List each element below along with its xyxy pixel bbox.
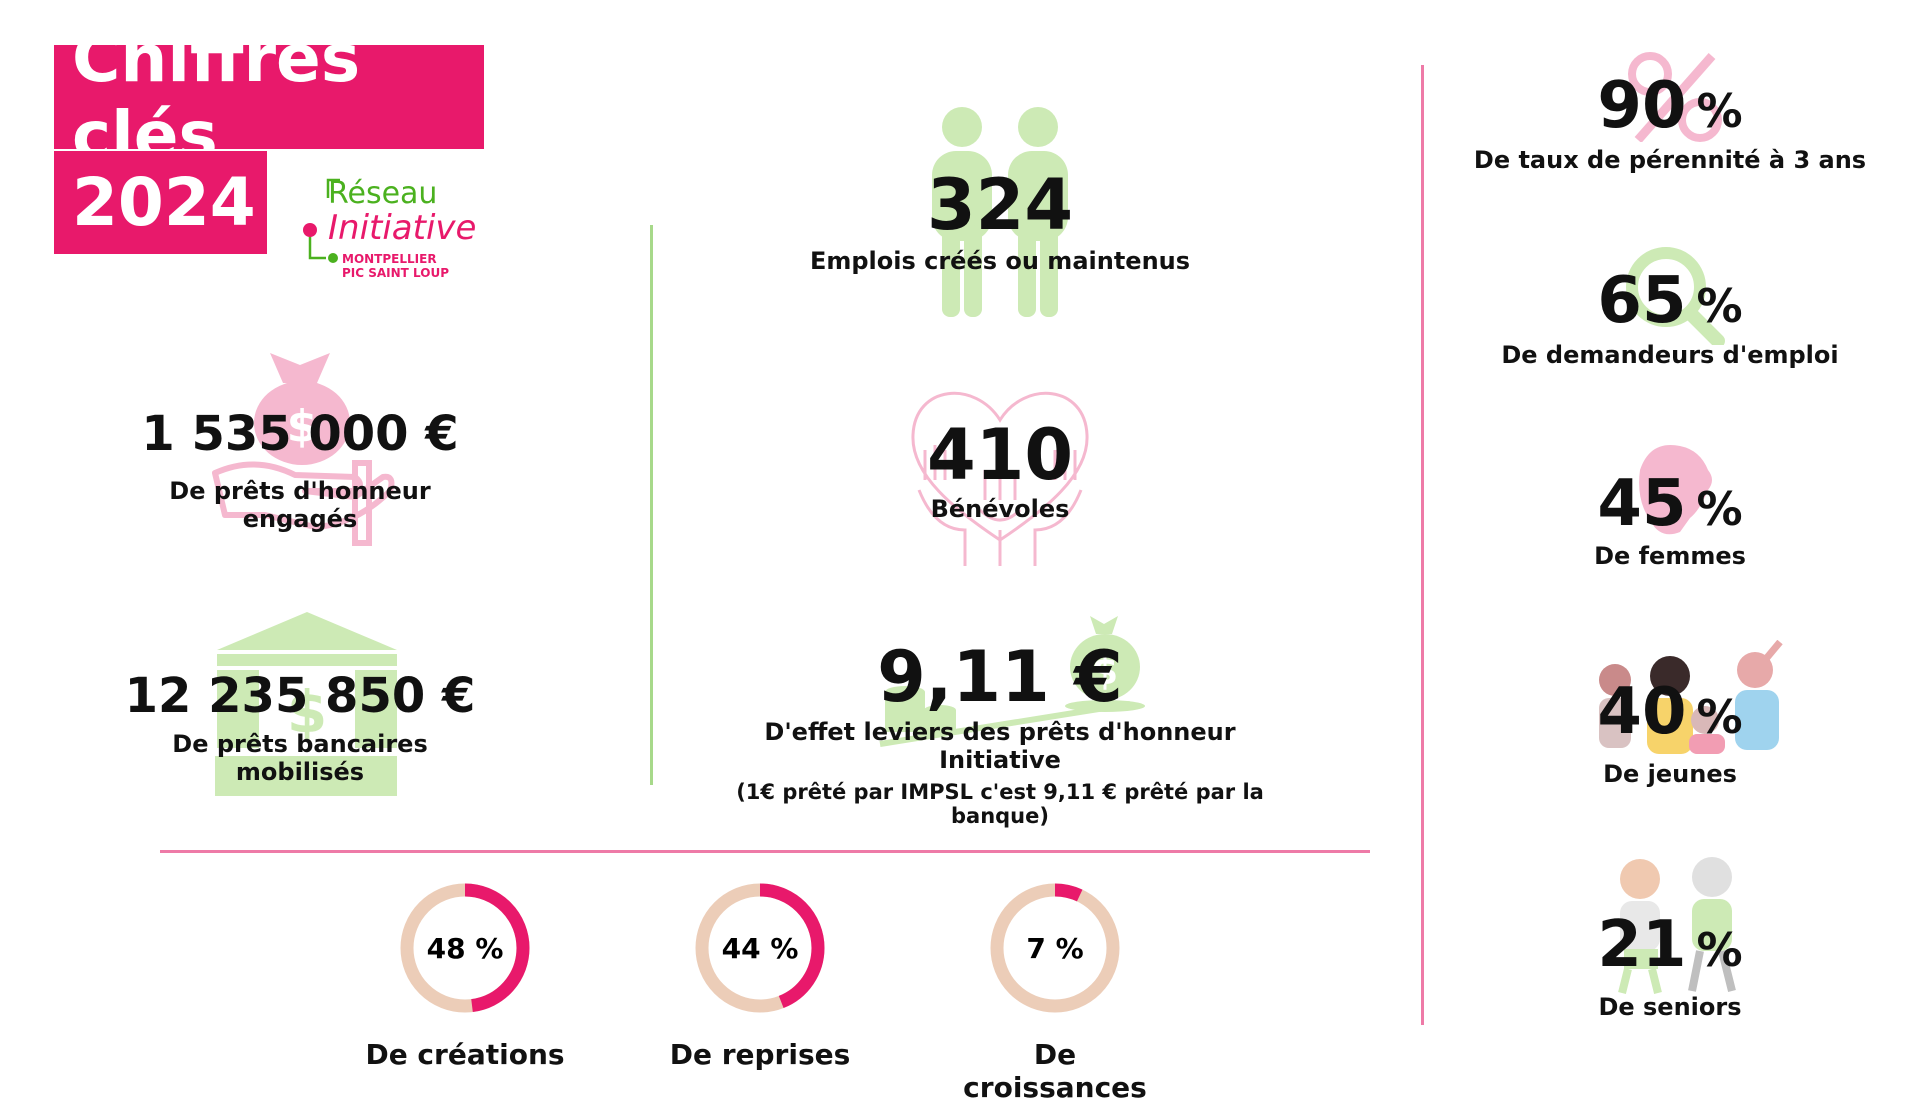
logo-line4: PIC SAINT LOUP [342,266,450,280]
stat-value: 12 235 850 € [124,668,476,724]
stat-value: 324 [926,164,1074,246]
woman-icon [1639,445,1712,535]
stat-label: D'effet leviers des prêts d'honneur Init… [764,718,1236,774]
donut-svg: 7 % [990,883,1120,1013]
donut-arc [400,883,530,1013]
stat-unit: % [1696,690,1743,744]
stat-job-seekers: 65% De demandeurs d'emploi [1470,245,1870,395]
year-text: 2024 [72,164,256,241]
stat-value: 9,11 € [877,636,1123,718]
bank-icon: $ [215,612,397,796]
donut-chart: 7 % De croissances [945,868,1165,1104]
stat-number: 45 [1597,467,1687,541]
stat-label: Emplois créés ou maintenus [809,247,1191,275]
magnifier-icon [1626,247,1725,345]
stat-label: De jeunes [1603,760,1737,788]
stat-bank-loans: $ 12 235 850 € De prêts bancaires mobili… [110,612,490,802]
logo-subtitle: MONTPELLIER PIC SAINT LOUP [342,252,449,280]
svg-text:$: $ [287,401,318,452]
donut-value: 48 % [427,932,504,965]
seniors-icon [1618,857,1736,994]
stat-value: 90% [1470,74,1870,138]
stat-label: De taux de pérennité à 3 ans [1473,146,1867,174]
stat-jobs: 324 Emplois créés ou maintenus [760,105,1240,320]
donut-arc [695,883,825,1013]
scale-money-icon: $ [879,616,1145,747]
donut-chart: 44 % De reprises [650,868,870,1071]
stat-number: 40 [1597,675,1687,749]
stat-label: De femmes [1594,542,1746,570]
svg-text:$: $ [1092,649,1118,693]
stat-leverage: $ 9,11 € D'effet leviers des prêts d'hon… [700,612,1300,828]
money-bag-hand-icon: $ [212,353,395,546]
logo-line1: Réseau [328,176,438,211]
stat-label: Bénévoles [930,495,1070,523]
svg-text:$: $ [287,678,327,746]
hands-heart-icon [911,391,1089,566]
stat-seniors: 21% De seniors [1470,855,1870,1040]
page-year: 2024 [54,151,267,254]
stat-number: 21 [1597,908,1687,982]
stat-value: 1 535 000 € [141,406,459,462]
stat-value: 40% [1470,680,1870,744]
percent-icon [1628,52,1722,142]
stat-youth: 40% De jeunes [1470,640,1870,810]
logo-line2: Initiative [328,208,477,248]
stat-value: 45% [1470,472,1870,536]
stat-sustainability: 90% De taux de pérennité à 3 ans [1470,52,1870,202]
donut-value: 44 % [722,932,799,965]
stat-women: 45% De femmes [1470,440,1870,590]
young-people-icon [1599,640,1783,754]
stat-unit: % [1696,279,1743,333]
divider-vertical-green [650,225,653,785]
people-icon [932,107,1068,317]
stat-unit: % [1696,923,1743,977]
stat-number: 65 [1597,264,1687,338]
donut-chart: 48 % De créations [355,868,575,1071]
stat-label: De seniors [1598,993,1742,1021]
stat-label: De prêts bancaires mobilisés [172,730,428,786]
stat-label: De demandeurs d'emploi [1501,341,1839,369]
title-text: Chiffres clés [72,20,361,174]
donut-svg: 48 % [400,883,530,1013]
stat-unit: % [1696,482,1743,536]
divider-vertical-pink [1421,65,1424,1025]
page-title: Chiffres clés [54,20,484,174]
logo: Réseau Initiative MONTPELLIER PIC SAINT L… [300,176,490,286]
stat-honor-loans: $ 1 535 000 € De prêts d'honneur engagés [110,345,490,555]
stat-label: De prêts d'honneur engagés [169,477,431,533]
stat-number: 90 [1597,69,1687,143]
donut-label: De créations [365,1038,565,1071]
divider-horizontal-pink [160,850,1370,853]
logo-mark-icon [303,178,340,263]
donut-value: 7 % [1026,932,1083,965]
stat-unit: % [1696,84,1743,138]
stat-note: (1€ prêté par IMPSL c'est 9,11 € prêté p… [736,780,1264,828]
donut-label: De croissances [963,1038,1147,1104]
logo-line3: MONTPELLIER [342,252,437,266]
donut-arc [990,883,1120,1013]
stat-value: 410 [926,414,1074,496]
donut-label: De reprises [669,1038,851,1071]
donut-svg: 44 % [695,883,825,1013]
stat-volunteers: 410 Bénévoles [760,380,1240,570]
stat-value: 21% [1470,913,1870,977]
stat-value: 65% [1470,269,1870,333]
